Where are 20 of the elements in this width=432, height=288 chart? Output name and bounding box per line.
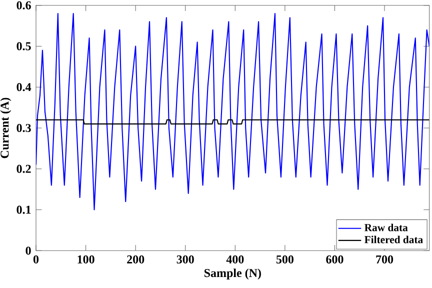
y-tick-label: 0 — [26, 246, 31, 255]
x-tick-label: 600 — [326, 255, 344, 264]
x-tick-label: 300 — [176, 255, 194, 264]
y-tick-label: 0.1 — [16, 206, 31, 214]
x-tick-label: 0 — [33, 255, 39, 264]
x-axis-title: Sample (N) — [204, 268, 261, 280]
y-tick-label: 0.3 — [16, 124, 31, 132]
legend-label: Filtered data — [364, 236, 423, 244]
y-tick-label: 0.2 — [16, 164, 31, 173]
x-tick-label: 700 — [376, 255, 394, 264]
legend-label: Raw data — [364, 224, 408, 232]
x-tick-label: 400 — [226, 255, 244, 264]
y-axis-title: Current (A) — [0, 98, 12, 158]
x-tick-label: 100 — [78, 255, 94, 264]
y-tick-label: 0.5 — [16, 42, 31, 50]
x-tick-label: 500 — [276, 255, 294, 264]
y-tick-label: 0.4 — [16, 83, 32, 92]
line-series — [36, 12, 430, 210]
x-tick-label: 200 — [127, 255, 144, 264]
y-tick-label: 0.6 — [16, 1, 31, 10]
